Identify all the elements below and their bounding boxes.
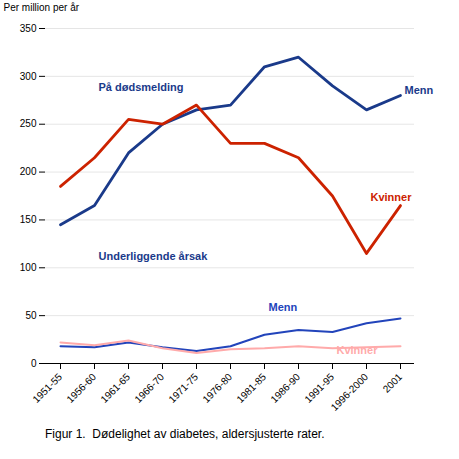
svg-text:1966-70: 1966-70 <box>132 371 166 405</box>
svg-text:100: 100 <box>20 262 37 273</box>
svg-text:2001: 2001 <box>381 371 405 395</box>
svg-text:Underliggende årsak: Underliggende årsak <box>99 250 209 262</box>
svg-text:1971-75: 1971-75 <box>166 371 200 405</box>
svg-text:300: 300 <box>20 71 37 82</box>
svg-text:350: 350 <box>20 23 37 34</box>
svg-text:1976-80: 1976-80 <box>200 371 234 405</box>
svg-text:1961-65: 1961-65 <box>98 371 132 405</box>
svg-text:200: 200 <box>20 166 37 177</box>
svg-text:1956-60: 1956-60 <box>64 371 98 405</box>
svg-text:Kvinner: Kvinner <box>337 344 379 356</box>
html-text:Figur 1. Dødelighet av diabete: Figur 1. Dødelighet av diabetes, aldersj… <box>45 427 325 441</box>
svg-text:1981-85: 1981-85 <box>234 371 268 405</box>
svg-text:50: 50 <box>25 310 37 321</box>
svg-text:250: 250 <box>20 118 37 129</box>
svg-text:Kvinner: Kvinner <box>371 191 413 203</box>
svg-text:1991-95: 1991-95 <box>302 371 336 405</box>
svg-text:1951-55: 1951-55 <box>30 371 64 405</box>
svg-text:1996-2000: 1996-2000 <box>329 371 371 413</box>
svg-text:Menn: Menn <box>269 301 298 313</box>
svg-text:På dødsmelding: På dødsmelding <box>99 81 184 93</box>
svg-text:0: 0 <box>31 358 37 369</box>
svg-text:1986-90: 1986-90 <box>268 371 302 405</box>
svg-text:Menn: Menn <box>405 84 434 96</box>
svg-text:150: 150 <box>20 214 37 225</box>
svg-text:Per million per år: Per million per år <box>4 2 80 13</box>
